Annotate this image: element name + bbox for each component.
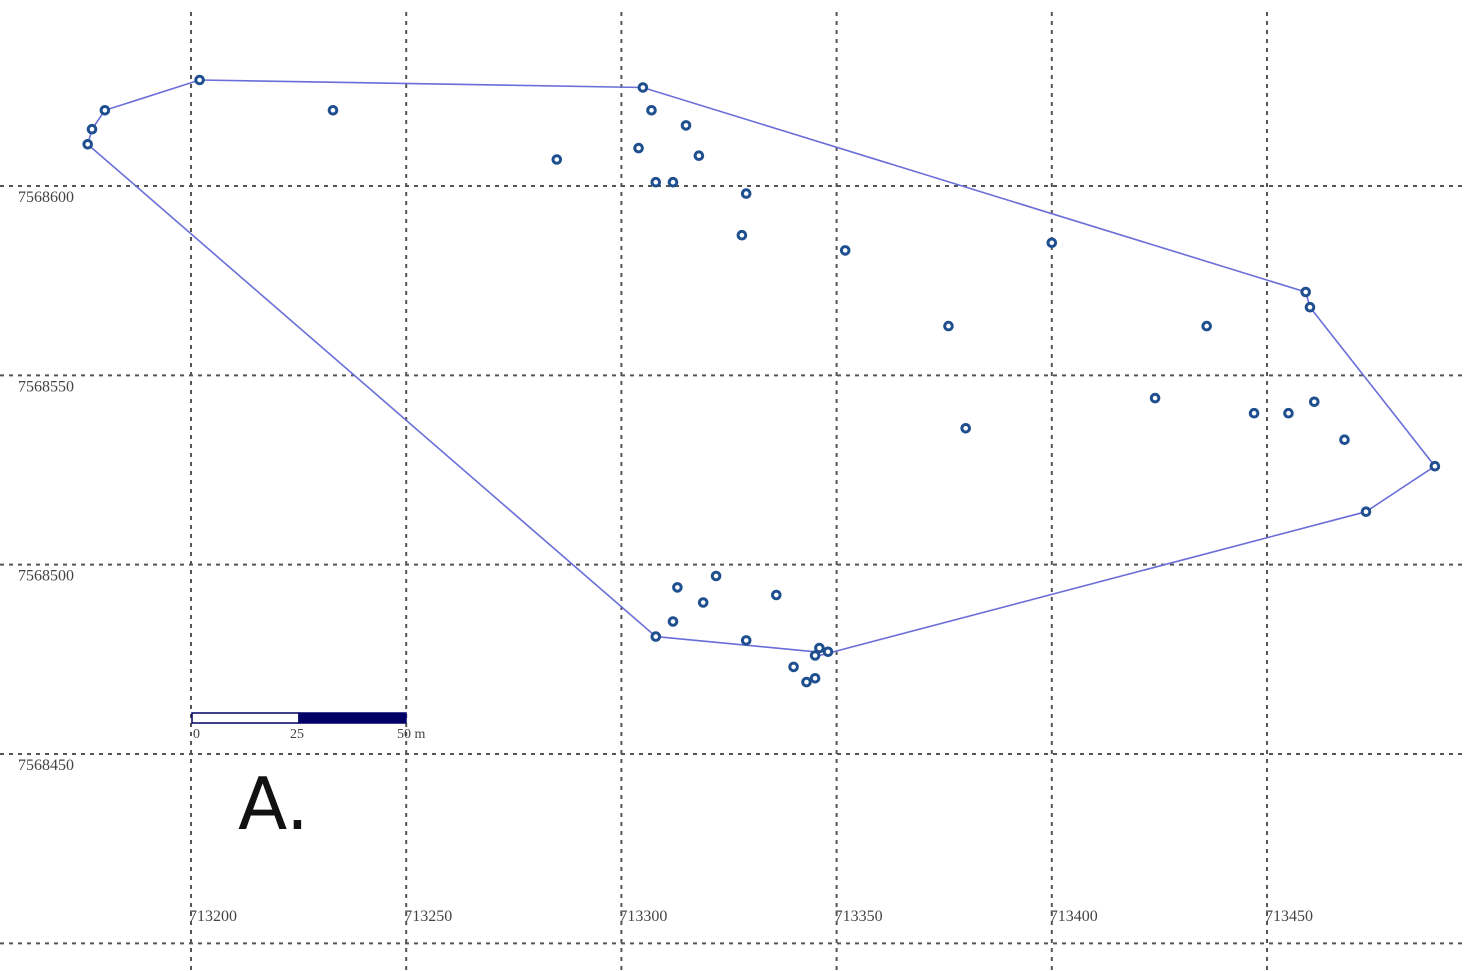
- location-point: [680, 120, 692, 131]
- location-point: [650, 631, 662, 642]
- location-point: [736, 229, 748, 241]
- location-point: [637, 82, 649, 93]
- location-point: [327, 105, 339, 116]
- y-tick-label: 7568500: [18, 568, 74, 585]
- scale-label-25: 25: [290, 727, 304, 742]
- location-point: [809, 650, 821, 661]
- location-point: [646, 105, 657, 116]
- location-point: [633, 142, 644, 154]
- location-point: [194, 74, 205, 86]
- location-point: [99, 105, 111, 116]
- convex-hull-polygon: [86, 79, 1437, 657]
- x-tick-label: 713250: [404, 908, 452, 925]
- y-tick-label: 7568450: [18, 757, 74, 774]
- location-point: [1304, 301, 1316, 313]
- y-tick-label: 7568600: [18, 189, 74, 206]
- location-point: [960, 423, 972, 434]
- location-point: [672, 582, 683, 593]
- scale-label-50m: 50 m: [397, 727, 426, 742]
- location-point: [801, 676, 812, 688]
- location-point: [771, 589, 782, 601]
- x-tick-label: 713400: [1050, 908, 1098, 925]
- panel-label: A.: [238, 762, 309, 846]
- location-point: [650, 176, 662, 188]
- location-point: [1300, 286, 1311, 298]
- location-point: [1309, 396, 1320, 408]
- location-point: [943, 320, 954, 332]
- location-point: [1429, 460, 1441, 472]
- location-point: [1046, 237, 1058, 249]
- location-point: [814, 642, 825, 654]
- location-point: [740, 188, 752, 199]
- location-point: [710, 570, 722, 582]
- location-point: [1339, 434, 1350, 446]
- coordinate-grid: [0, 12, 1464, 971]
- location-point: [1201, 320, 1212, 332]
- location-point: [740, 635, 752, 646]
- location-point: [839, 245, 851, 256]
- location-point: [667, 616, 679, 627]
- location-points: [82, 74, 1441, 688]
- grid-tick-labels: 713200 713250 713300 713350 713400 713450 7568…: [18, 189, 1313, 925]
- location-point: [551, 154, 563, 165]
- location-point: [667, 176, 679, 188]
- scale-bar-filled-segment: [298, 712, 407, 724]
- location-point: [1360, 506, 1372, 518]
- y-tick-label: 7568550: [18, 378, 74, 395]
- location-point: [1283, 407, 1294, 419]
- scale-label-0: 0: [193, 727, 200, 742]
- location-point: [822, 646, 834, 658]
- x-tick-label: 713350: [835, 908, 883, 925]
- x-tick-label: 713300: [619, 908, 667, 925]
- location-point: [693, 150, 705, 161]
- location-point: [82, 139, 93, 150]
- location-point: [1248, 407, 1260, 419]
- location-point: [697, 597, 709, 608]
- location-point: [1149, 392, 1161, 404]
- location-point: [809, 673, 821, 684]
- x-tick-label: 713450: [1265, 908, 1313, 925]
- scale-bar-empty-segment: [191, 712, 300, 724]
- location-point: [788, 661, 799, 673]
- scale-bar: 0 25 50 m: [191, 712, 426, 742]
- x-tick-label: 713200: [189, 908, 237, 925]
- location-point: [86, 123, 98, 135]
